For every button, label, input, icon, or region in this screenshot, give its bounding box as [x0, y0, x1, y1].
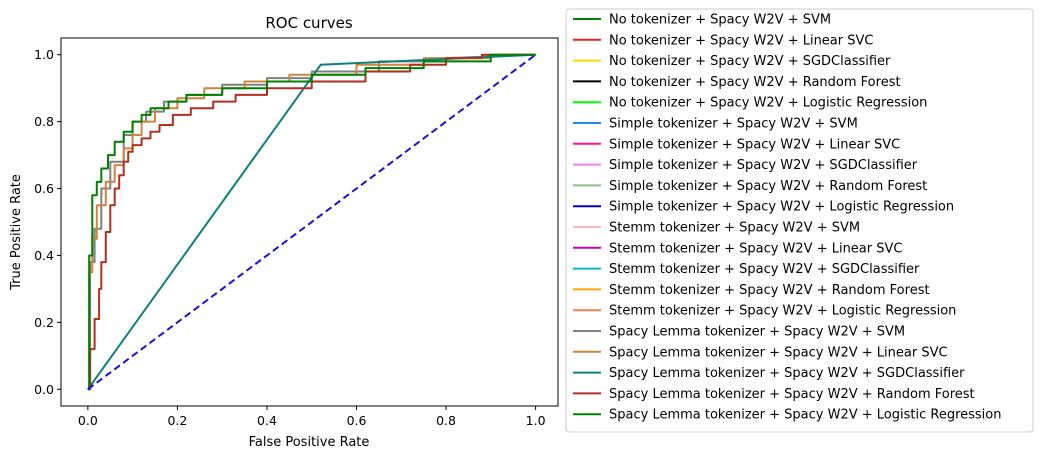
y-tick-label: 1.0 [34, 47, 54, 62]
legend-label: Simple tokenizer + Spacy W2V + Linear SV… [609, 137, 900, 152]
legend-label: No tokenizer + Spacy W2V + Linear SVC [609, 33, 873, 48]
x-axis: 0.0 0.2 0.4 0.6 0.8 1.0 [78, 406, 546, 428]
y-axis: 0.0 0.2 0.4 0.6 0.8 1.0 [34, 47, 61, 397]
legend-label: Spacy Lemma tokenizer + Spacy W2V + SVM [609, 325, 905, 340]
x-tick-label: 0.8 [436, 413, 456, 428]
legend-label: Simple tokenizer + Spacy W2V + Random Fo… [609, 179, 927, 194]
legend-items: No tokenizer + Spacy W2V + SVM No tokeniz… [573, 13, 1002, 423]
plot-frame [60, 37, 559, 407]
legend-label: Spacy Lemma tokenizer + Spacy W2V + Logi… [609, 408, 1002, 423]
legend-label: No tokenizer + Spacy W2V + Random Forest [609, 75, 901, 90]
legend-label: Stemm tokenizer + Spacy W2V + Logistic R… [609, 304, 956, 319]
x-tick-label: 0.6 [347, 413, 367, 428]
chart-title: ROC curves [265, 14, 352, 32]
x-axis-label: False Positive Rate [249, 435, 370, 450]
y-tick-label: 0.4 [34, 248, 54, 263]
y-tick-label: 0.2 [34, 315, 54, 330]
legend-label: Simple tokenizer + Spacy W2V + SGDClassi… [609, 158, 918, 173]
legend-label: Spacy Lemma tokenizer + Spacy W2V + Line… [609, 345, 948, 360]
legend-label: Simple tokenizer + Spacy W2V + SVM [609, 117, 858, 132]
x-tick-label: 0.2 [167, 413, 187, 428]
y-tick-label: 0.6 [34, 181, 54, 196]
legend-label: No tokenizer + Spacy W2V + SVM [609, 13, 831, 28]
legend-label: Simple tokenizer + Spacy W2V + Logistic … [609, 200, 954, 215]
legend-label: Spacy Lemma tokenizer + Spacy W2V + SGDC… [609, 366, 965, 381]
y-axis-label: True Positive Rate [9, 174, 24, 291]
x-tick-label: 1.0 [526, 413, 546, 428]
x-tick-label: 0.0 [78, 413, 98, 428]
legend-label: Stemm tokenizer + Spacy W2V + SGDClassif… [609, 262, 920, 277]
series-line-18 [87, 53, 536, 391]
legend-box [565, 8, 1034, 433]
legend-label: Spacy Lemma tokenizer + Spacy W2V + Rand… [609, 387, 975, 402]
plot-area [60, 37, 559, 407]
legend-label: No tokenizer + Spacy W2V + SGDClassifier [609, 54, 891, 69]
y-tick-label: 0.8 [34, 114, 54, 129]
diagonal-layer [87, 53, 537, 391]
diagonal-line [87, 53, 537, 391]
legend-label: Stemm tokenizer + Spacy W2V + Random For… [609, 283, 930, 298]
legend-label: Stemm tokenizer + Spacy W2V + Linear SVC [609, 241, 902, 256]
series-layer [87, 53, 536, 391]
series-line-19 [87, 53, 536, 391]
legend-label: Stemm tokenizer + Spacy W2V + SVM [609, 221, 860, 236]
y-tick-label: 0.0 [34, 382, 54, 397]
series-line-16 [87, 53, 536, 391]
legend-label: No tokenizer + Spacy W2V + Logistic Regr… [609, 96, 927, 111]
x-tick-label: 0.4 [257, 413, 277, 428]
legend: No tokenizer + Spacy W2V + SVM No tokeniz… [565, 8, 1034, 433]
